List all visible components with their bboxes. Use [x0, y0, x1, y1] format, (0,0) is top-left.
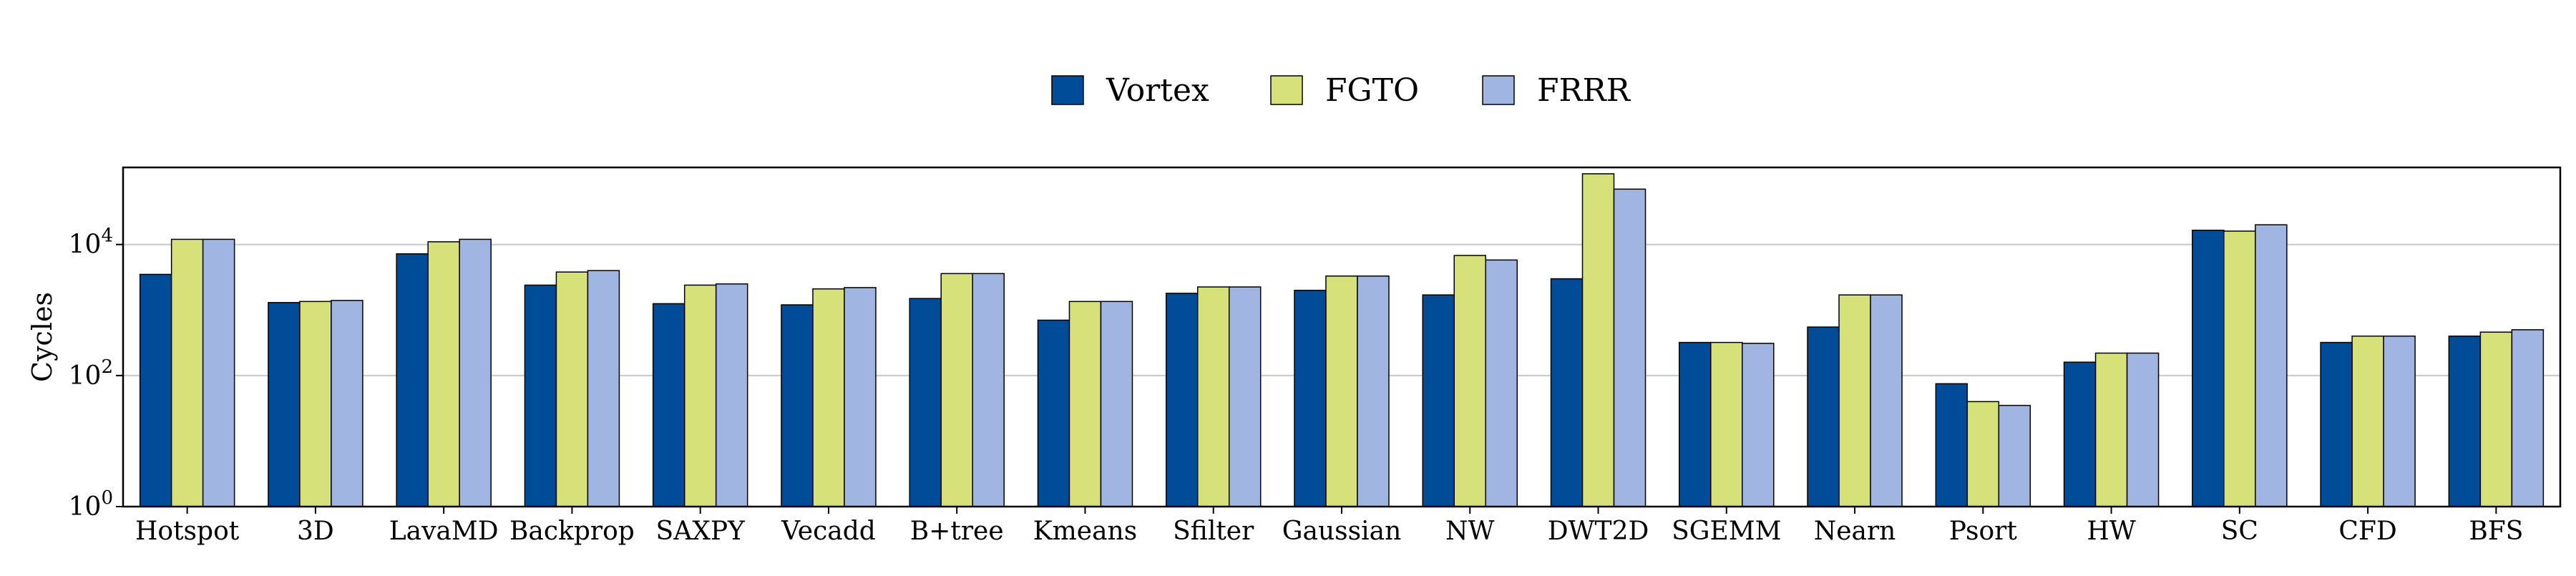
bar-vortex-psort [1935, 383, 1968, 507]
legend-label-fgto: FGTO [1325, 72, 1419, 109]
x-tick-label: LavaMD [389, 517, 499, 546]
bar-frrr-psort [1998, 404, 2031, 507]
bar-vortex-nw [1422, 294, 1455, 507]
bar-vortex-saxpy [652, 303, 686, 507]
legend-swatch-fgto [1270, 75, 1303, 105]
bar-frrr-sfilter [1228, 286, 1262, 507]
x-tick-label: SC [2221, 517, 2258, 546]
x-tick-label: 3D [297, 517, 334, 546]
bar-vortex-hotspot [139, 273, 172, 507]
x-tick-label: CFD [2338, 517, 2396, 546]
bar-frrr-nw [1485, 259, 1518, 507]
legend-label-frrr: FRRR [1537, 72, 1631, 109]
x-tick-label: Backprop [509, 517, 635, 546]
bar-fgto-nw [1453, 255, 1487, 507]
bar-fgto-backprop [555, 271, 589, 507]
x-tick-label: HW [2087, 517, 2135, 546]
bar-frrr-backprop [587, 270, 620, 507]
y-axis-label: Cycles [26, 292, 58, 382]
bar-fgto-3d [299, 301, 332, 507]
x-tick-label: DWT2D [1548, 517, 1649, 546]
bar-vortex-bfs [2448, 335, 2482, 507]
bar-frrr-vecadd [844, 287, 877, 507]
bar-vortex-nearn [1807, 326, 1840, 507]
bar-vortex-sgemm [1679, 341, 1712, 507]
bar-fgto-saxpy [683, 284, 717, 507]
bar-frrr-dwt2d [1613, 188, 1646, 507]
legend-swatch-frrr [1482, 75, 1515, 105]
x-tick-label: Gaussian [1282, 517, 1402, 546]
bar-vortex-dwt2d [1550, 278, 1584, 507]
bar-frrr-lavamd [459, 238, 492, 507]
x-tick-label: NW [1445, 517, 1495, 546]
bar-vortex-sc [2192, 230, 2225, 507]
bar-fgto-sgemm [1710, 341, 1743, 507]
bar-frrr-b-tree [972, 273, 1005, 507]
bar-vortex-backprop [524, 284, 557, 507]
bar-vortex-hw [2063, 361, 2097, 507]
bar-frrr-sgemm [1742, 343, 1775, 507]
bar-vortex-cfd [2320, 341, 2353, 507]
bar-fgto-nearn [1838, 294, 1871, 507]
bar-frrr-hw [2126, 352, 2160, 507]
y-tick-label: 100 [69, 487, 113, 522]
bar-vortex-3d [268, 302, 301, 507]
y-tick-label: 102 [69, 356, 113, 391]
legend-label-vortex: Vortex [1106, 72, 1209, 109]
bar-fgto-gaussian [1325, 275, 1358, 507]
legend: Vortex FGTO FRRR [1051, 72, 1631, 109]
bar-fgto-cfd [2351, 335, 2384, 507]
x-tick-label: Hotspot [135, 517, 240, 546]
x-tick-label: BFS [2469, 517, 2523, 546]
bar-frrr-saxpy [715, 283, 748, 507]
bars [139, 173, 2545, 507]
bar-frrr-hotspot [202, 238, 235, 507]
bar-frrr-gaussian [1357, 275, 1390, 507]
x-tick-label: Psort [1949, 517, 2018, 546]
bar-vortex-b-tree [909, 298, 942, 507]
bar-fgto-hw [2094, 352, 2128, 507]
bar-frrr-nearn [1870, 294, 1903, 507]
bar-fgto-psort [1966, 401, 2000, 507]
x-tick-label: Sfilter [1173, 517, 1254, 546]
x-axis: Hotspot 3D LavaMD Backprop SAXPY Vecadd B+tree… [135, 507, 2523, 546]
bar-fgto-hotspot [170, 238, 204, 507]
bar-fgto-sc [2223, 230, 2256, 507]
bar-fgto-dwt2d [1581, 173, 1615, 507]
y-tick-label: 104 [69, 225, 113, 260]
x-tick-label: Nearn [1814, 517, 1896, 546]
bar-fgto-b-tree [940, 273, 973, 507]
bar-frrr-cfd [2383, 335, 2416, 507]
bar-vortex-sfilter [1165, 293, 1199, 507]
y-axis: 100 102 104 [69, 225, 123, 522]
x-tick-label: Kmeans [1033, 517, 1137, 546]
x-tick-label: SAXPY [656, 517, 746, 546]
bar-vortex-kmeans [1037, 319, 1070, 507]
bar-fgto-lavamd [427, 241, 460, 507]
bar-fgto-vecadd [812, 288, 845, 507]
bar-frrr-bfs [2511, 329, 2545, 507]
bar-frrr-sc [2255, 224, 2288, 507]
legend-swatch-vortex [1051, 75, 1084, 105]
bar-fgto-kmeans [1068, 301, 1102, 507]
bar-frrr-3d [331, 300, 364, 507]
x-tick-label: B+tree [910, 517, 1004, 546]
bar-vortex-gaussian [1294, 289, 1327, 507]
bar-frrr-kmeans [1100, 301, 1133, 507]
bar-fgto-bfs [2479, 331, 2513, 507]
x-tick-label: Vecadd [781, 517, 876, 546]
x-tick-label: SGEMM [1672, 517, 1781, 546]
bar-fgto-sfilter [1196, 286, 1230, 507]
bar-vortex-vecadd [781, 304, 814, 507]
bar-vortex-lavamd [396, 253, 429, 507]
